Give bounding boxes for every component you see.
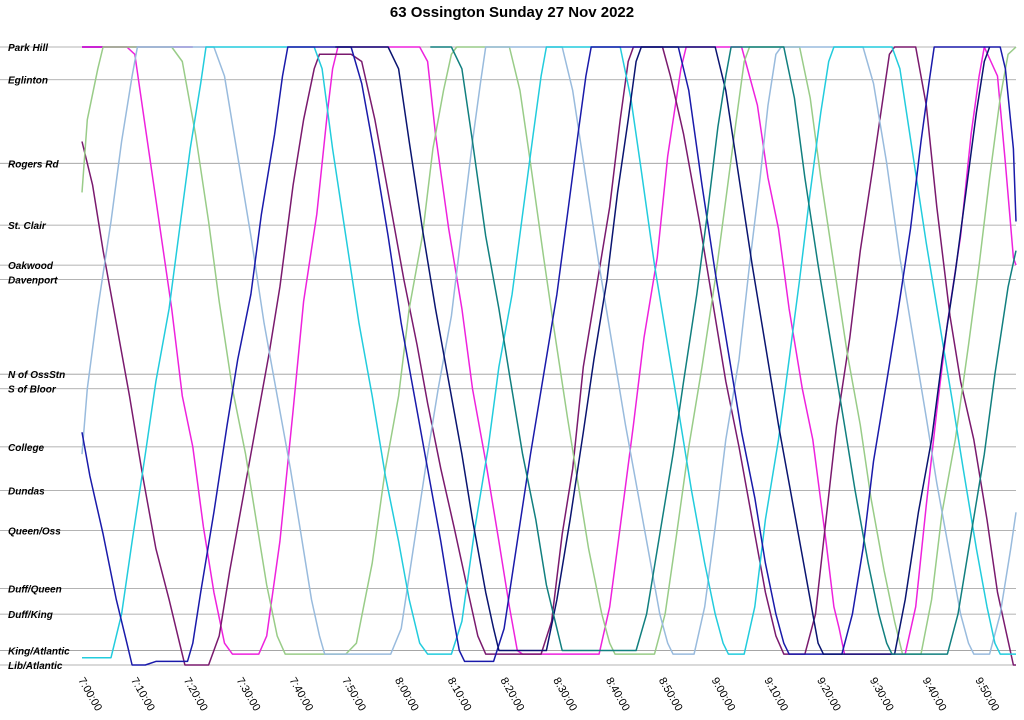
x-tick-label: 9:50:00 <box>972 676 1001 714</box>
x-tick-label: 8:40:00 <box>603 676 632 714</box>
stop-label-n-of-ossstn: N of OssStn <box>8 370 65 381</box>
series-layer <box>81 46 1017 666</box>
x-tick-label: 7:00:00 <box>75 676 104 714</box>
vehicle-trip-line-3 <box>81 46 1016 666</box>
chart-title: 63 Ossington Sunday 27 Nov 2022 <box>389 4 635 21</box>
grid-layer <box>0 46 1016 666</box>
vehicle-trip-line-6 <box>82 46 1016 659</box>
stop-label-rogers-rd: Rogers Rd <box>8 159 59 170</box>
x-tick-label: 7:20:00 <box>181 676 210 714</box>
stop-label-s-of-bloor: S of Bloor <box>8 385 57 396</box>
x-tick-label: 9:40:00 <box>920 676 949 714</box>
vehicle-trip-line-8 <box>335 46 991 655</box>
x-tick-label: 9:20:00 <box>814 676 843 714</box>
stop-label-oakwood: Oakwood <box>8 261 54 272</box>
x-tick-label: 8:30:00 <box>550 676 579 714</box>
stop-label-park-hill: Park Hill <box>8 43 48 54</box>
stop-label-st-clair: St. Clair <box>8 221 47 232</box>
x-tick-label: 7:10:00 <box>128 676 157 714</box>
x-tick-label: 7:50:00 <box>339 676 368 714</box>
stop-label-lib-atlantic: Lib/Atlantic <box>8 661 63 672</box>
x-tick-label: 7:40:00 <box>286 676 315 714</box>
stop-label-eglinton: Eglinton <box>8 76 48 87</box>
vehicle-trip-line-7 <box>81 46 1017 666</box>
stop-label-king-atlantic: King/Atlantic <box>8 646 70 657</box>
x-tick-label: 8:50:00 <box>656 676 685 714</box>
stop-label-college: College <box>8 443 45 454</box>
stop-label-duff-queen: Duff/Queen <box>8 585 62 596</box>
x-tick-label: 9:10:00 <box>761 676 790 714</box>
x-tick-label: 8:10:00 <box>445 676 474 714</box>
stop-label-duff-king: Duff/King <box>8 610 53 621</box>
x-tick-label: 8:20:00 <box>498 676 527 714</box>
stop-label-queen-oss: Queen/Oss <box>8 526 61 537</box>
vehicle-trip-line-9 <box>430 46 1017 655</box>
x-tick-label: 7:30:00 <box>234 676 263 714</box>
stop-label-dundas: Dundas <box>8 487 45 498</box>
vehicle-trip-line-1 <box>82 46 1017 655</box>
x-tick-label: 9:30:00 <box>867 676 896 714</box>
vehicle-trip-line-5 <box>81 46 1017 655</box>
x-tick-label: 9:00:00 <box>709 676 738 714</box>
x-tick-label: 8:00:00 <box>392 676 421 714</box>
vehicle-trip-line-4 <box>81 46 1017 655</box>
stop-label-davenport: Davenport <box>8 276 58 287</box>
